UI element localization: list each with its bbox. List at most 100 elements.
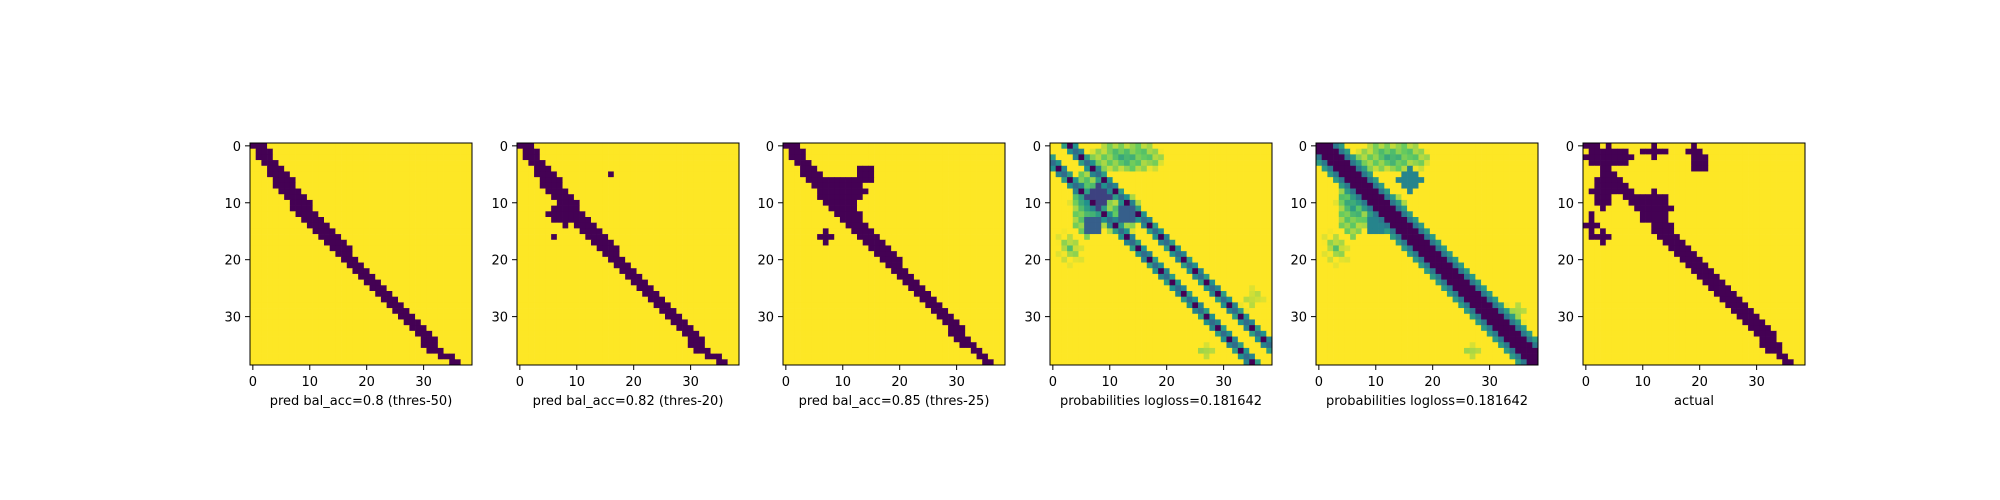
- heatmap-cell: [449, 165, 456, 172]
- heatmap-cell: [341, 291, 348, 298]
- heatmap-cell: [255, 251, 262, 258]
- heatmap-cell: [443, 143, 450, 150]
- heatmap-cell: [1055, 160, 1062, 167]
- heatmap-cell: [659, 291, 666, 298]
- heatmap-cell: [670, 182, 677, 189]
- heatmap-cell: [517, 199, 524, 206]
- heatmap-cell: [289, 256, 296, 263]
- heatmap-cell: [289, 228, 296, 235]
- heatmap-cell: [1055, 188, 1062, 195]
- heatmap-cell: [454, 256, 461, 263]
- heatmap-cell: [534, 353, 541, 360]
- heatmap-cell: [642, 262, 649, 269]
- heatmap-cell: [828, 325, 835, 332]
- heatmap-cell: [948, 194, 955, 201]
- heatmap-cell: [999, 291, 1006, 298]
- heatmap-cell: [687, 143, 694, 150]
- heatmap-cell: [602, 245, 609, 252]
- heatmap-cell: [970, 347, 977, 354]
- heatmap-cell: [851, 160, 858, 167]
- heatmap-cell: [278, 296, 285, 303]
- heatmap-cell: [783, 359, 790, 366]
- heatmap-cell: [828, 154, 835, 161]
- heatmap-cell: [545, 325, 552, 332]
- heatmap-cell: [862, 182, 869, 189]
- heatmap-cell: [591, 177, 598, 184]
- heatmap-cell: [443, 330, 450, 337]
- heatmap-cell: [562, 177, 569, 184]
- heatmap-cell: [255, 154, 262, 161]
- heatmap-cell: [891, 165, 898, 172]
- heatmap-cell: [261, 188, 268, 195]
- heatmap-cell: [602, 313, 609, 320]
- heatmap-cell: [811, 171, 818, 178]
- heatmap-cell: [517, 222, 524, 229]
- heatmap-cell: [426, 199, 433, 206]
- heatmap-cell: [386, 262, 393, 269]
- heatmap-cell: [522, 171, 529, 178]
- heatmap-cell: [721, 165, 728, 172]
- heatmap-cell: [653, 279, 660, 286]
- heatmap-cell: [647, 194, 654, 201]
- heatmap-cell: [805, 171, 812, 178]
- heatmap-cell: [261, 234, 268, 241]
- heatmap-cell: [437, 160, 444, 167]
- heatmap-cell: [885, 268, 892, 275]
- heatmap-cell: [403, 205, 410, 212]
- heatmap-cell: [936, 273, 943, 280]
- heatmap-cell: [454, 239, 461, 246]
- heatmap-cell: [959, 234, 966, 241]
- heatmap-cell: [375, 296, 382, 303]
- heatmap-cell: [851, 205, 858, 212]
- heatmap-cell: [642, 319, 649, 326]
- heatmap-cell: [392, 177, 399, 184]
- heatmap-cell: [885, 177, 892, 184]
- heatmap-cell: [403, 313, 410, 320]
- heatmap-cell: [392, 359, 399, 366]
- heatmap-cell: [545, 359, 552, 366]
- heatmap-cell: [636, 234, 643, 241]
- heatmap-cell: [426, 194, 433, 201]
- heatmap-cell: [375, 188, 382, 195]
- heatmap-cell: [1078, 182, 1085, 189]
- heatmap-cell: [386, 308, 393, 315]
- heatmap-cell: [278, 182, 285, 189]
- heatmap-cell: [642, 205, 649, 212]
- x-tick-label: 10: [301, 375, 318, 390]
- heatmap-cell: [976, 291, 983, 298]
- heatmap-cell: [1169, 154, 1176, 161]
- heatmap-cell: [562, 188, 569, 195]
- heatmap-cell: [386, 177, 393, 184]
- heatmap-cell: [891, 160, 898, 167]
- heatmap-cell: [993, 285, 1000, 292]
- heatmap-cell: [699, 222, 706, 229]
- heatmap-cell: [857, 296, 864, 303]
- heatmap-cell: [369, 285, 376, 292]
- heatmap-cell: [1163, 148, 1170, 155]
- heatmap-cell: [449, 205, 456, 212]
- heatmap-cell: [545, 234, 552, 241]
- heatmap-cell: [653, 268, 660, 275]
- heatmap-cell: [250, 256, 257, 263]
- heatmap-cell: [369, 148, 376, 155]
- heatmap-cell: [324, 171, 331, 178]
- heatmap-cell: [369, 336, 376, 343]
- heatmap-cell: [805, 194, 812, 201]
- heatmap-cell: [443, 171, 450, 178]
- heatmap-cell: [295, 234, 302, 241]
- heatmap-cell: [562, 234, 569, 241]
- heatmap-cell: [811, 245, 818, 252]
- heatmap-cell: [562, 211, 569, 218]
- heatmap-cell: [953, 291, 960, 298]
- heatmap-cell: [392, 154, 399, 161]
- heatmap-cell: [721, 143, 728, 150]
- heatmap-cell: [358, 347, 365, 354]
- heatmap-cell: [398, 182, 405, 189]
- heatmap-cell: [255, 199, 262, 206]
- heatmap-cell: [369, 262, 376, 269]
- heatmap-cell: [699, 217, 706, 224]
- heatmap-cell: [982, 279, 989, 286]
- heatmap-cell: [545, 160, 552, 167]
- heatmap-cell: [1249, 148, 1256, 155]
- heatmap-cell: [885, 228, 892, 235]
